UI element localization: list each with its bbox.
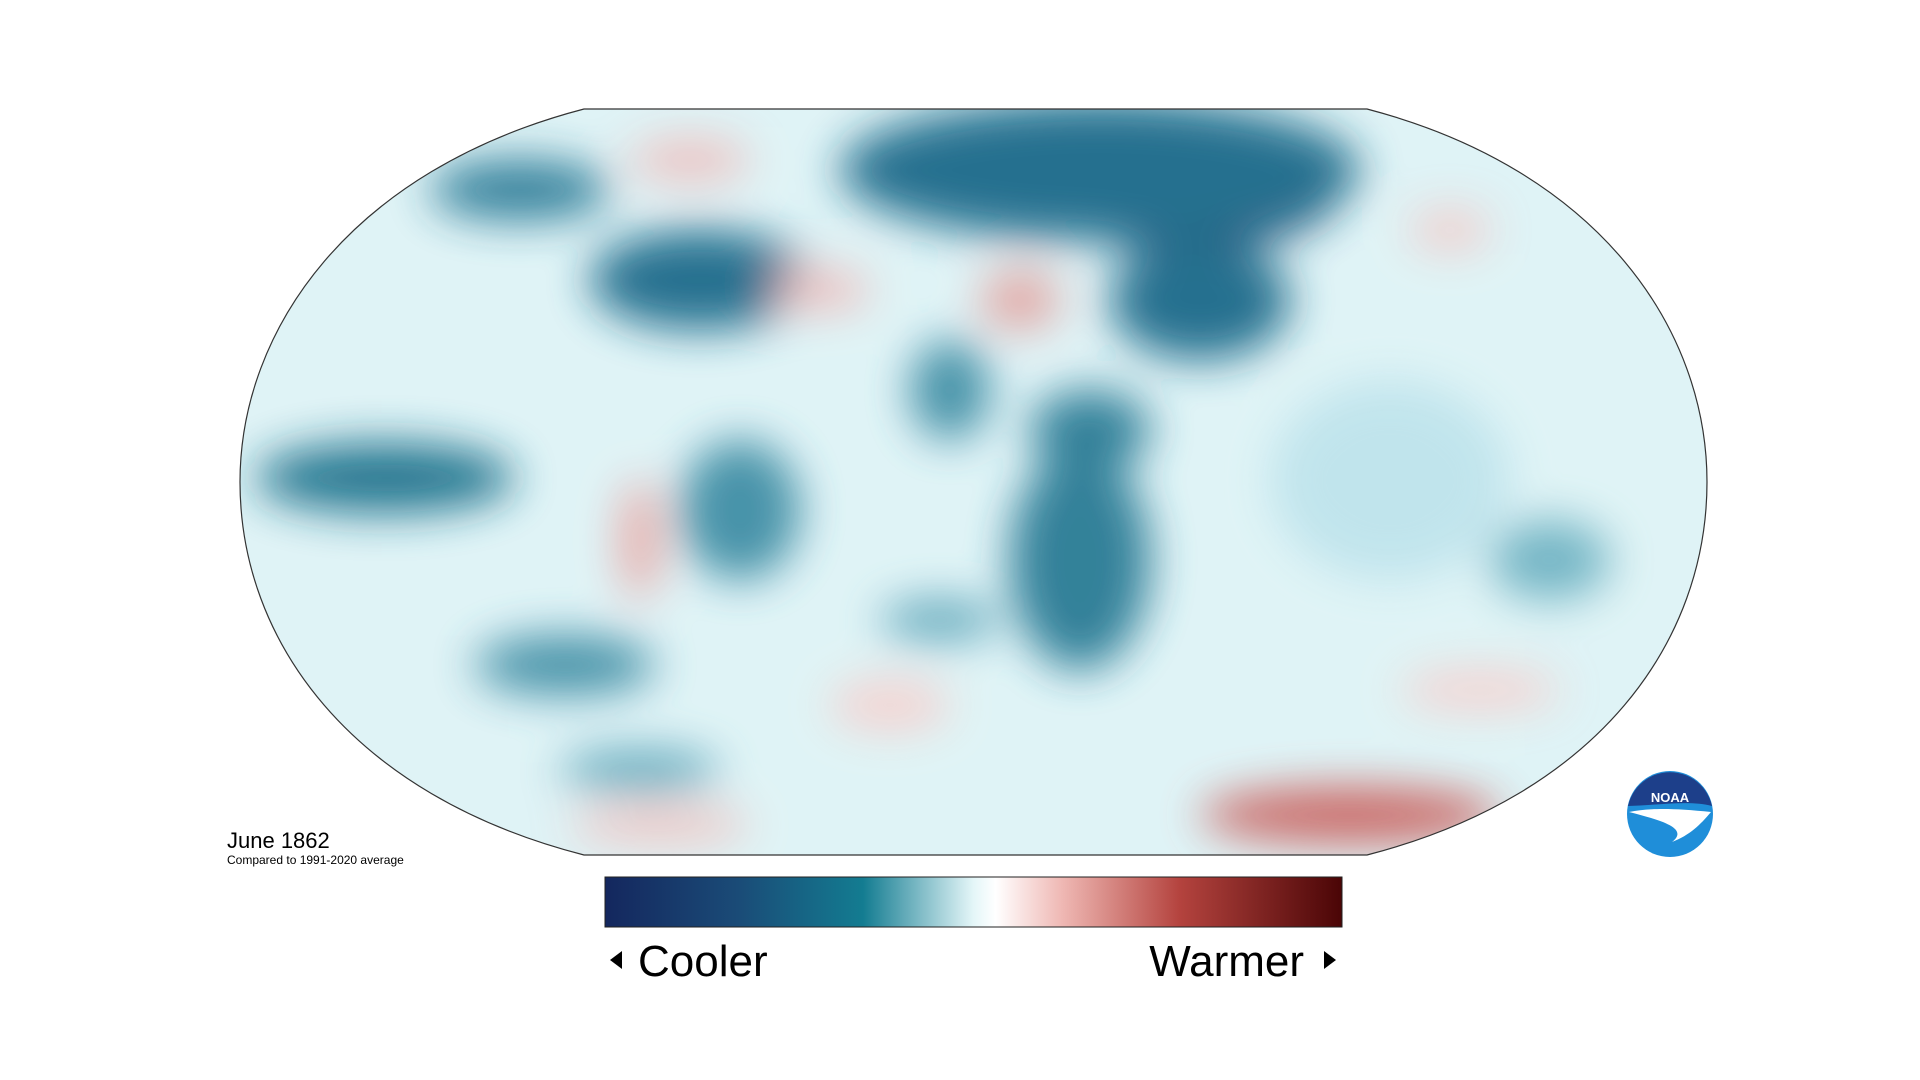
map-date: June 1862 [227,828,330,853]
logo-text: NOAA [1651,790,1690,805]
cooler-arrow [610,951,622,969]
noaa-logo: NOAA [1627,771,1713,857]
warmer-arrow [1324,951,1336,969]
legend-high: Warmer [1149,937,1304,986]
map-field [240,109,1707,855]
legend-low: Cooler [638,937,768,986]
map-border [239,108,1708,856]
color-scale [604,876,1343,928]
map-baseline: Compared to 1991-2020 average [227,853,404,867]
